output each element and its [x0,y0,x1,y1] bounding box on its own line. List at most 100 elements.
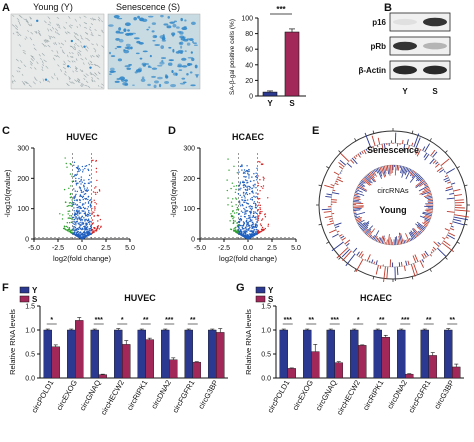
data-point [78,223,80,225]
data-point [234,197,237,199]
data-point [254,211,256,213]
data-point [246,225,248,228]
circos-track-mark [419,230,422,234]
bar-s [51,346,60,379]
data-point [65,201,67,204]
texture-mark [63,26,66,30]
data-point [251,187,253,190]
data-point [229,228,232,230]
data-point [81,237,83,239]
stained-cell [160,14,164,18]
circos-track-mark [326,222,334,226]
circos-outer-tick [318,223,322,226]
circos-track-mark [383,143,386,149]
stained-cell [152,35,158,39]
texture-mark [73,48,77,51]
data-point [73,210,75,212]
data-point [247,173,249,175]
texture-mark [63,73,67,76]
circos-track-mark [366,230,372,236]
texture-mark [69,81,73,84]
circos-track-mark [422,188,430,193]
texture-mark [56,32,60,36]
bar-y [67,329,76,379]
panel-label-b: B [384,2,392,14]
stained-cell [180,45,183,49]
texture-mark [79,16,82,19]
circos-outer-tick [456,241,460,244]
texture-mark [17,67,21,70]
circos-track-mark [357,153,361,158]
texture-mark [60,46,62,49]
data-point [238,233,241,235]
texture-mark [68,51,71,54]
circos-track-mark [377,237,381,243]
data-point [83,217,85,219]
texture-mark [79,40,82,44]
texture-mark [24,81,28,84]
data-point [247,188,249,190]
data-point [94,206,96,208]
texture-mark [29,24,33,27]
data-point [259,179,261,181]
circos-track-mark [424,154,430,161]
data-point [87,215,89,217]
data-point [67,213,69,215]
data-point [249,198,252,200]
circos-track-mark [354,193,359,196]
circos-track-mark [447,181,451,184]
bar-s [358,345,367,379]
data-point [226,189,228,192]
y-tick-label: 0 [25,237,29,244]
x-tick-label: circRIPK1 [361,379,385,412]
circos-track-mark [376,168,383,179]
circos-track-mark [372,146,376,152]
circos-inner-label: Young [379,205,406,215]
stained-cell [171,32,176,36]
data-point [255,233,257,236]
data-point [78,235,81,238]
circos-track-mark [424,143,431,152]
data-point [59,213,61,215]
band-pRb-Y [393,41,417,51]
stained-cell [176,26,180,29]
data-point [249,236,252,239]
x-tick-label: S [289,99,295,108]
texture-mark [34,78,38,82]
data-point [250,220,252,223]
circos-track-mark [359,221,370,229]
data-point [242,235,244,237]
data-point [96,179,98,182]
data-point [245,227,247,229]
circos-track-mark [338,165,343,170]
y-tick-label: 1.0 [25,328,35,335]
data-point [95,193,97,196]
texture-mark [85,73,89,77]
data-point [69,228,71,231]
data-point [82,169,84,171]
data-point [226,179,228,181]
data-point [251,230,254,232]
data-point [73,231,76,233]
data-point [65,162,67,165]
stained-cell [195,74,199,78]
texture-mark [71,45,74,49]
data-point [94,201,96,204]
stained-cell [132,84,135,86]
circos-track-mark [367,147,370,151]
texture-mark [13,79,16,83]
texture-mark [71,81,75,85]
data-point [252,225,255,228]
data-point [252,221,254,224]
data-point [255,223,257,225]
data-point [247,235,249,238]
stained-cell [108,51,112,55]
stained-cell [181,77,186,80]
circos-track-mark [332,233,339,238]
circos-track-mark [398,235,401,245]
data-point [73,229,75,232]
circos-track-mark [416,174,420,179]
circos-track-mark [414,254,419,262]
data-point [76,209,78,212]
texture-mark [55,28,58,32]
